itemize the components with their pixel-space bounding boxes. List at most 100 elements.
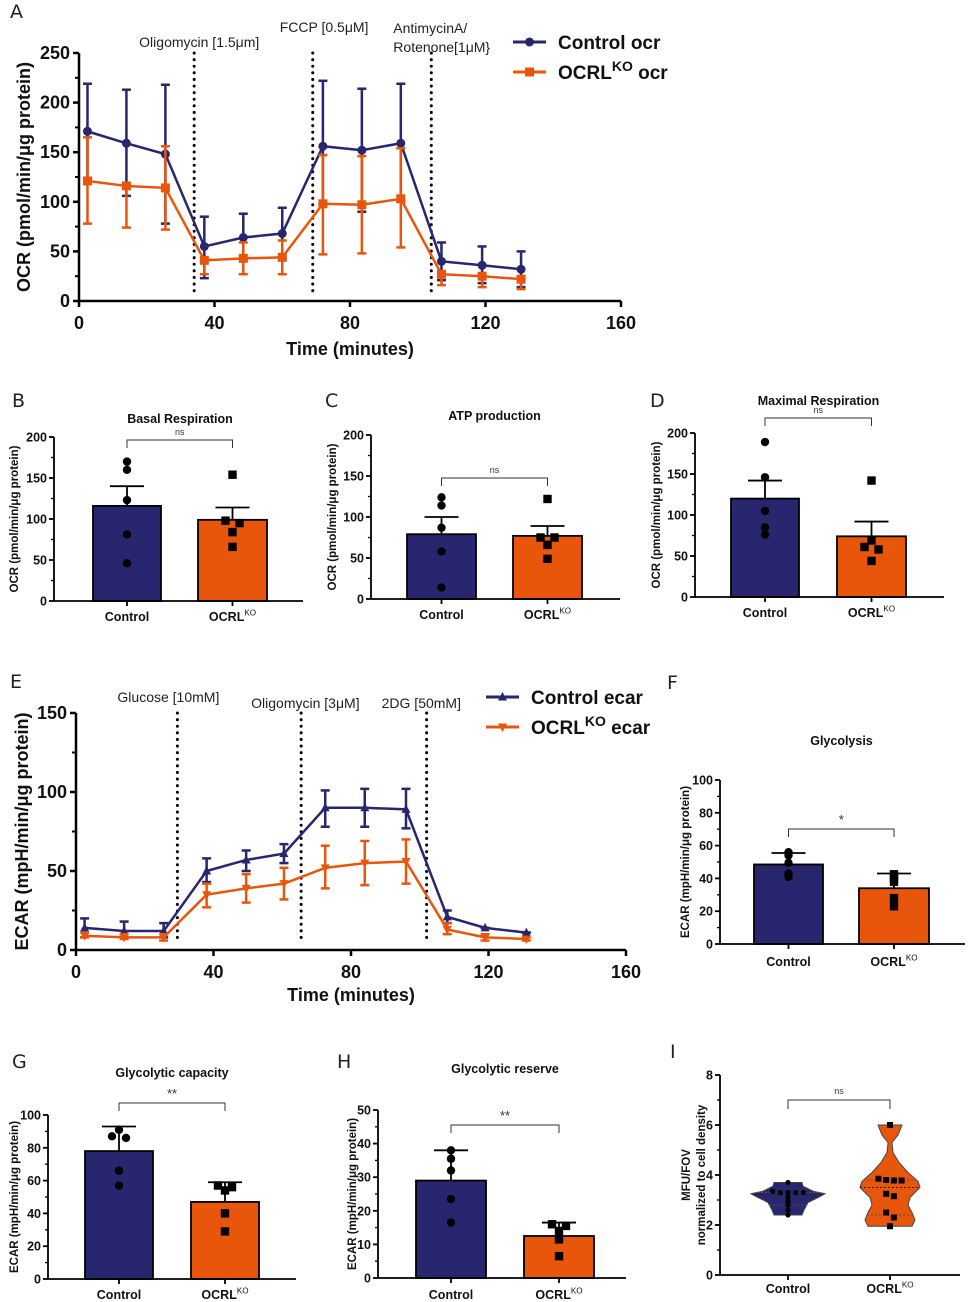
x-tick-label: OCRLKO [848, 604, 895, 620]
x-tick-label: 160 [606, 313, 636, 333]
panel-letter: I [670, 1041, 676, 1063]
data-point [357, 200, 367, 210]
data-point [480, 933, 490, 943]
panel-D: D Maximal Respiration OCR (pmol/min/μg pro… [650, 390, 944, 620]
x-tick-label: Control [743, 606, 787, 620]
y-tick-label: 50 [50, 241, 70, 261]
significance-bracket [764, 417, 872, 426]
panel-I: I MFU/FOV normalized to cell density Contro… [670, 1041, 960, 1296]
data-point [360, 802, 370, 812]
series-line [84, 806, 527, 934]
series-line [87, 130, 522, 271]
x-tick-label-sup: KO [906, 953, 918, 962]
data-point [785, 1189, 791, 1196]
data-point [477, 260, 487, 270]
injection-label: Oligomycin [1.5μm] [139, 34, 259, 50]
y-tick-label: 80 [699, 806, 713, 820]
data-point [785, 1198, 791, 1204]
data-point [277, 229, 287, 239]
y-tick-label: 100 [37, 782, 67, 802]
data-point [883, 1209, 890, 1216]
y-tick-label: 20 [699, 905, 713, 919]
data-point [107, 1132, 117, 1141]
data-point [784, 851, 793, 860]
data-point [890, 1177, 897, 1184]
x-tick-label: Control [766, 955, 810, 969]
x-tick-label: 0 [74, 313, 84, 333]
data-point [887, 1223, 893, 1230]
data-point [883, 1177, 890, 1183]
significance-label: ns [175, 427, 185, 437]
data-point [122, 559, 132, 568]
significance-bracket [126, 439, 233, 448]
data-point [860, 542, 869, 552]
y-tick-label: 2 [706, 1219, 713, 1233]
y-tick-label: 0 [681, 591, 688, 605]
data-point [357, 145, 367, 155]
y-tick-label: 50 [674, 550, 688, 564]
data-point [159, 933, 169, 943]
data-point [446, 1194, 456, 1204]
data-point [784, 858, 793, 868]
x-tick-label: Control [766, 1282, 810, 1296]
data-point [554, 1235, 564, 1244]
x-tick-label-sup: KO [559, 606, 571, 615]
x-tick-label-sup: KO [883, 604, 895, 613]
x-tick-label: 40 [203, 962, 223, 982]
legend-label-base: OCRL [558, 63, 612, 84]
y-tick-label: 100 [667, 509, 688, 523]
y-tick-label: 50 [350, 552, 364, 566]
legend-marker [498, 723, 507, 732]
y-tick-label: 20 [357, 1204, 371, 1218]
data-point [874, 545, 883, 554]
data-point [770, 1188, 776, 1194]
panel-letter: H [337, 1051, 351, 1073]
data-point [360, 859, 370, 869]
x-tick-label: OCRLKO [201, 1286, 248, 1302]
series-line [87, 179, 522, 281]
legend-label: OCRLKO ocr [558, 58, 668, 84]
data-point [442, 911, 452, 921]
panel-C: C ATP production OCR (pmol/min/μg protein)… [325, 390, 620, 622]
data-point [889, 902, 899, 911]
bar-ko [836, 535, 907, 598]
x-tick-label: Control [429, 1288, 473, 1302]
y-tick-label: 200 [667, 427, 688, 441]
injection-label: AntimycinA/ [393, 20, 467, 36]
data-point [777, 1189, 783, 1196]
data-point [800, 1189, 807, 1196]
significance-bracket [787, 1099, 891, 1109]
data-point [480, 922, 490, 932]
injection-label: Rotenone[1μM} [393, 39, 490, 55]
series-control [80, 787, 531, 939]
x-tick-label: 40 [204, 313, 224, 333]
data-point [889, 893, 899, 903]
data-point [887, 1122, 893, 1128]
data-point [554, 1251, 564, 1261]
series-control [82, 79, 526, 289]
y-tick-label: 50 [33, 554, 47, 568]
y-axis-label: ECAR (mpH/min/μg protein) [680, 786, 692, 938]
data-point [437, 501, 446, 510]
significance-label: ns [813, 405, 823, 415]
x-tick-label-base: OCRL [848, 606, 884, 620]
violin-ko [859, 1124, 921, 1227]
panel-H: H Glycolytic reserve ECAR (mpH/min/μg prot… [337, 1051, 626, 1302]
significance-label: ns [490, 465, 500, 475]
data-point [318, 141, 328, 151]
data-point [477, 271, 487, 281]
legend-label-tail: ocr [633, 63, 668, 84]
data-point [785, 1207, 791, 1213]
data-point [122, 530, 132, 539]
y-tick-label: 100 [343, 511, 364, 525]
y-tick-label: 100 [40, 192, 70, 212]
x-tick-label: 160 [611, 962, 641, 982]
y-tick-label: 50 [47, 861, 67, 881]
data-point [785, 1212, 791, 1218]
data-point [238, 233, 248, 243]
x-tick-label: 120 [473, 962, 503, 982]
data-point [785, 1179, 791, 1186]
data-point [320, 864, 330, 873]
data-point [436, 256, 446, 266]
